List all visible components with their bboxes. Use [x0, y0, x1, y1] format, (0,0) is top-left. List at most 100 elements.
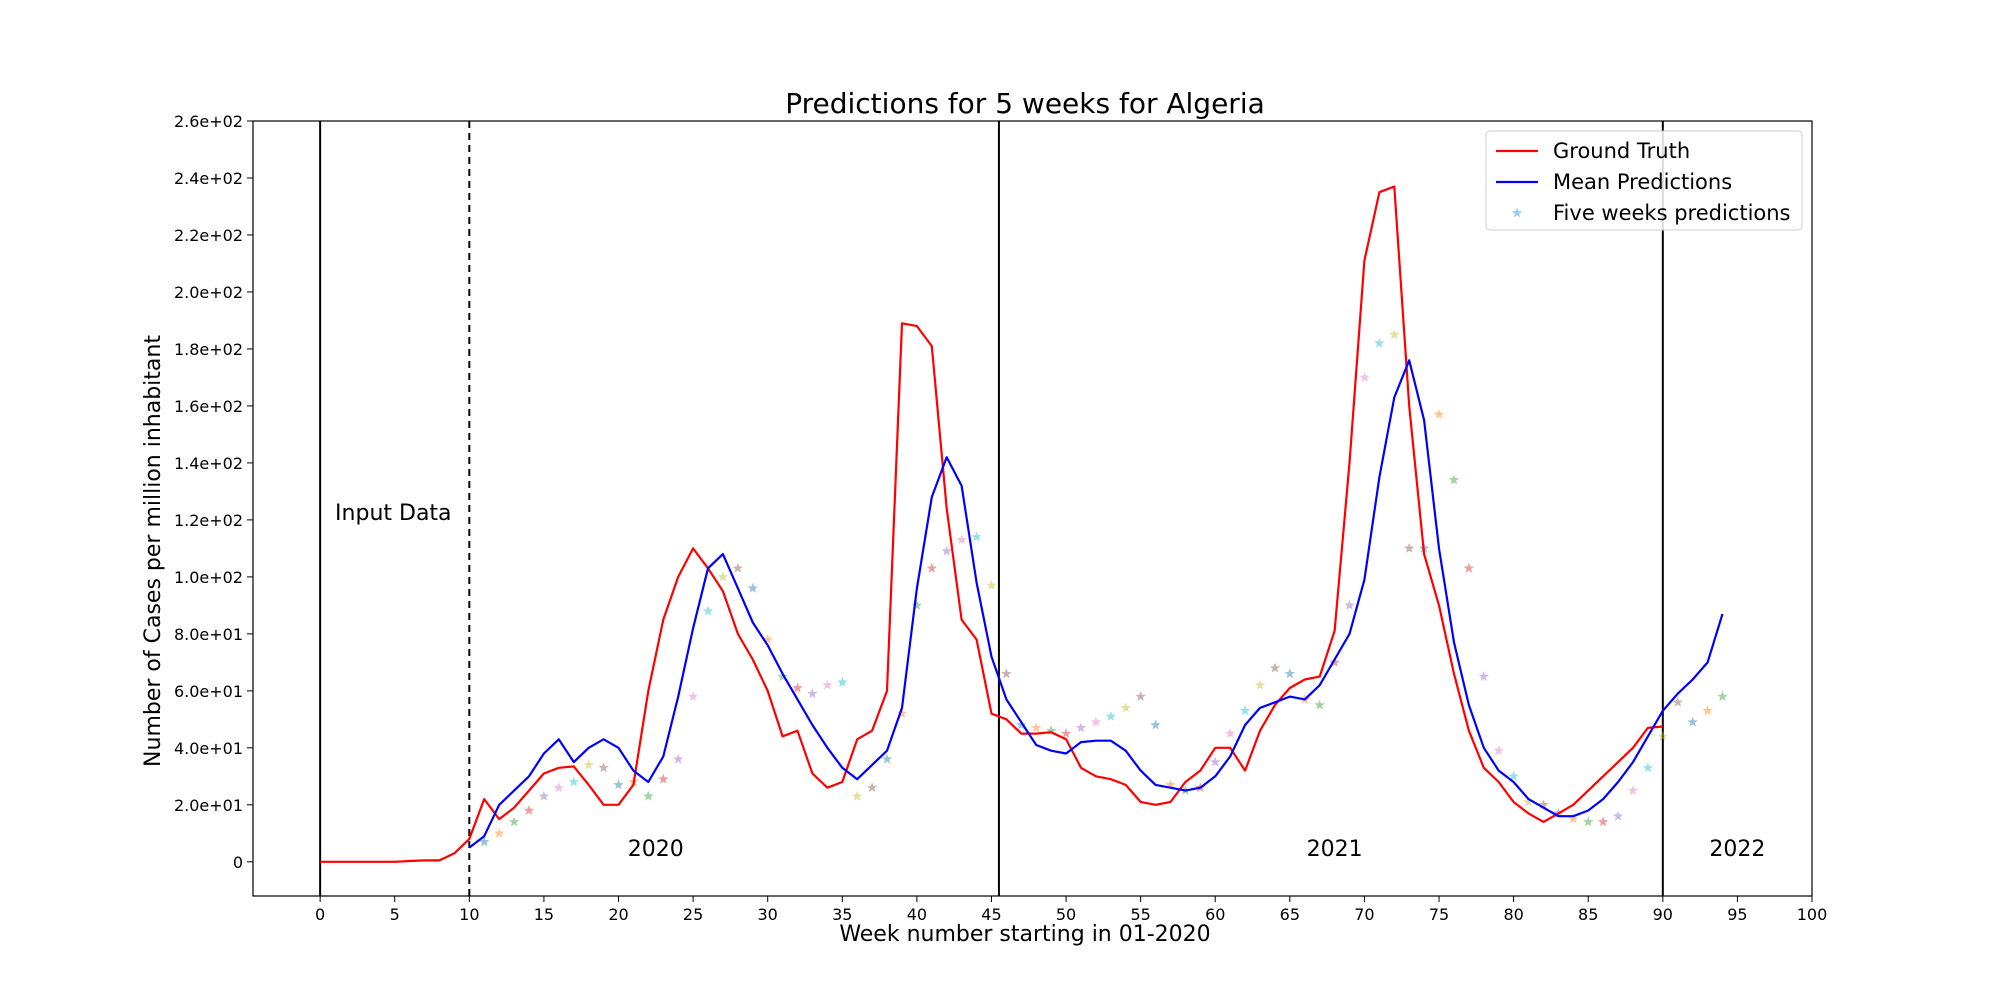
prediction-marker-66 — [1463, 562, 1475, 573]
prediction-marker-76 — [1612, 810, 1624, 821]
y-tick-label-240: 2.4e+02 — [174, 169, 243, 188]
prediction-marker-20 — [777, 671, 788, 682]
y-tick-label-220: 2.2e+02 — [174, 226, 243, 245]
prediction-marker-52 — [1254, 679, 1266, 690]
annotation-2020: 2020 — [628, 837, 684, 862]
prediction-marker-13 — [673, 753, 684, 764]
prediction-marker-38 — [1045, 725, 1057, 736]
prediction-marker-56 — [1314, 699, 1325, 710]
prediction-marker-79 — [1657, 730, 1668, 741]
prediction-marker-67 — [1478, 671, 1489, 682]
prediction-marker-50 — [1224, 728, 1236, 738]
prediction-marker-19 — [762, 634, 773, 644]
prediction-marker-23 — [822, 679, 833, 690]
legend-swatch-five-weeks-predictions — [1511, 207, 1523, 218]
legend-label-five-weeks-predictions: Five weeks predictions — [1553, 201, 1791, 225]
prediction-marker-69 — [1508, 770, 1519, 781]
legend-label-ground-truth: Ground Truth — [1553, 139, 1690, 163]
prediction-marker-43 — [1120, 702, 1131, 713]
prediction-marker-14 — [687, 691, 699, 701]
prediction-marker-40 — [1075, 722, 1087, 733]
x-tick-label-95: 95 — [1727, 905, 1747, 924]
prediction-marker-82 — [1702, 705, 1713, 716]
prediction-marker-22 — [807, 688, 818, 699]
prediction-marker-81 — [1687, 716, 1698, 727]
x-tick-label-90: 90 — [1653, 905, 1673, 924]
prediction-marker-24 — [837, 676, 848, 687]
prediction-marker-18 — [747, 582, 758, 593]
y-axis-label: Number of Cases per million inhabitant — [141, 335, 166, 767]
prediction-marker-4 — [538, 790, 550, 801]
legend: Ground Truth Mean Predictions Five weeks p… — [1485, 130, 1803, 231]
prediction-marker-83 — [1717, 691, 1728, 701]
x-tick-label-35: 35 — [832, 905, 852, 924]
y-tick-label-0: 0 — [233, 853, 243, 872]
prediction-marker-53 — [1269, 662, 1281, 673]
prediction-marker-44 — [1135, 691, 1146, 701]
x-tick-label-15: 15 — [534, 905, 554, 924]
prediction-marker-51 — [1239, 705, 1251, 716]
legend-label-mean-predictions: Mean Predictions — [1553, 170, 1732, 194]
prediction-marker-17 — [732, 562, 744, 573]
x-tick-label-45: 45 — [981, 905, 1001, 924]
x-tick-label-5: 5 — [390, 905, 400, 924]
annotation-input-data: Input Data — [335, 501, 452, 526]
y-tick-label-80: 8.0e+01 — [174, 625, 243, 644]
prediction-marker-70 — [1523, 796, 1534, 807]
x-tick-label-30: 30 — [758, 905, 778, 924]
prediction-marker-80 — [1672, 696, 1683, 707]
prediction-marker-1 — [493, 827, 505, 838]
legend-box — [1485, 130, 1803, 231]
x-tick-label-70: 70 — [1354, 905, 1374, 924]
prediction-marker-16 — [717, 571, 729, 582]
x-axis-label: Week number starting in 01-2020 — [839, 922, 1210, 947]
ground-truth-line — [320, 185, 1663, 863]
prediction-marker-61 — [1389, 329, 1400, 340]
prediction-marker-35 — [1001, 668, 1012, 679]
y-tick-label-180: 1.8e+02 — [174, 340, 243, 359]
prediction-marker-11 — [643, 790, 654, 801]
prediction-marker-77 — [1627, 785, 1639, 795]
x-tick-label-100: 100 — [1797, 905, 1828, 924]
prediction-marker-41 — [1090, 716, 1102, 727]
prediction-marker-34 — [986, 579, 997, 590]
annotation-2021: 2021 — [1307, 837, 1363, 862]
plot-frame — [252, 120, 1813, 897]
x-tick-label-75: 75 — [1429, 905, 1449, 924]
prediction-marker-68 — [1493, 745, 1504, 756]
x-tick-label-50: 50 — [1056, 905, 1076, 924]
prediction-marker-0 — [479, 836, 490, 847]
prediction-marker-28 — [896, 708, 908, 719]
prediction-marker-8 — [598, 762, 609, 773]
prediction-marker-36 — [1016, 719, 1027, 730]
chart-title: Predictions for 5 weeks for Algeria — [785, 87, 1265, 120]
x-tick-label-85: 85 — [1578, 905, 1598, 924]
prediction-marker-39 — [1060, 728, 1072, 738]
prediction-marker-15 — [702, 605, 714, 616]
x-tick-label-10: 10 — [459, 905, 479, 924]
y-tick-label-40: 4.0e+01 — [174, 739, 243, 758]
prediction-marker-60 — [1374, 337, 1385, 348]
x-tick-label-60: 60 — [1205, 905, 1225, 924]
prediction-marker-71 — [1538, 799, 1549, 810]
x-tick-label-80: 80 — [1503, 905, 1523, 924]
annotation-2022: 2022 — [1709, 837, 1765, 862]
x-tick-label-25: 25 — [683, 905, 703, 924]
prediction-marker-5 — [553, 782, 565, 793]
prediction-marker-65 — [1448, 474, 1460, 485]
prediction-marker-58 — [1344, 599, 1355, 610]
prediction-marker-59 — [1359, 371, 1370, 382]
prediction-marker-6 — [568, 776, 579, 787]
prediction-marker-33 — [971, 531, 982, 542]
y-tick-label-140: 1.4e+02 — [174, 454, 243, 473]
prediction-marker-3 — [523, 805, 535, 815]
y-tick-label-200: 2.0e+02 — [174, 283, 243, 302]
prediction-marker-74 — [1583, 816, 1594, 827]
x-tick-label-20: 20 — [608, 905, 628, 924]
prediction-marker-78 — [1642, 762, 1654, 773]
prediction-marker-31 — [941, 545, 952, 556]
y-tick-label-20: 2.0e+01 — [174, 796, 243, 815]
prediction-marker-12 — [658, 773, 669, 784]
